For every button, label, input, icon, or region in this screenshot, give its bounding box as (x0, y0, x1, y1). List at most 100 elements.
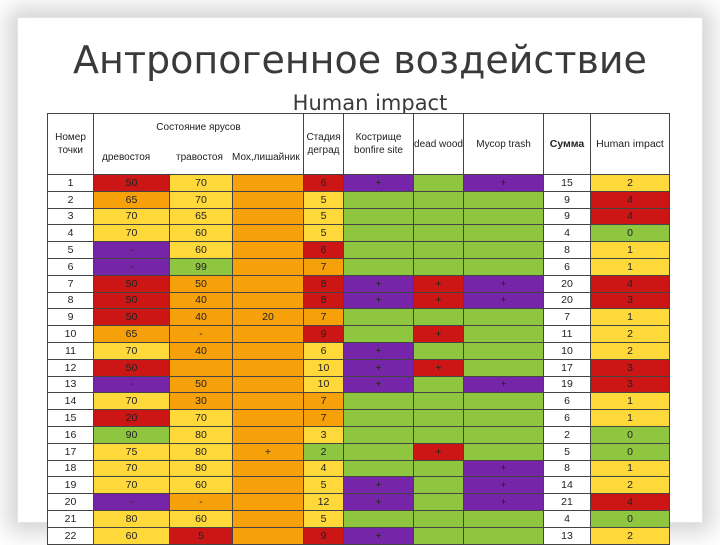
cell-bonfire: + (343, 526, 414, 545)
cell-trash: + (463, 274, 544, 293)
header-bonfire: Кострище bonfire site (343, 113, 414, 175)
cell-grass: 60 (169, 476, 233, 495)
cell-trash (463, 241, 544, 259)
cell-tree: 65 (93, 190, 170, 209)
cell-moss (232, 274, 304, 293)
cell-deadwood (413, 190, 464, 209)
cell-moss (232, 459, 304, 478)
cell-moss (232, 425, 304, 444)
cell-bonfire (343, 509, 414, 528)
cell-impact: 0 (590, 425, 670, 444)
cell-bonfire (343, 207, 414, 226)
cell-point-no: 20 (47, 493, 94, 511)
cell-sum: 10 (543, 341, 591, 360)
cell-sum: 6 (543, 257, 591, 276)
cell-stage: 8 (303, 274, 344, 293)
cell-moss (232, 190, 304, 209)
cell-moss (232, 526, 304, 545)
cell-tree: 50 (93, 291, 170, 310)
cell-tree: 50 (93, 358, 170, 377)
cell-deadwood (413, 174, 464, 192)
cell-tree: 70 (93, 341, 170, 360)
table-row: 22 60 5 9 +13 2 (47, 526, 670, 545)
cell-point-no: 12 (47, 358, 94, 377)
cell-moss (232, 291, 304, 310)
table-row: 19 70 60 5 + +14 2 (47, 476, 670, 495)
cell-deadwood: + (413, 442, 464, 461)
table-row: 3 70 65 5 9 4 (47, 207, 670, 226)
cell-point-no: 22 (47, 526, 94, 545)
header-layers-title: Состояние ярусов (156, 122, 241, 133)
table-row: 13-50 10 + +19 3 (47, 375, 670, 394)
cell-trash (463, 341, 544, 360)
cell-tree: 70 (93, 207, 170, 226)
cell-stage: 7 (303, 409, 344, 427)
cell-point-no: 10 (47, 325, 94, 343)
cell-deadwood (413, 493, 464, 511)
cell-sum: 20 (543, 274, 591, 293)
cell-bonfire (343, 257, 414, 276)
cell-sum: 17 (543, 358, 591, 377)
cell-sum: 14 (543, 476, 591, 495)
cell-point-no: 5 (47, 241, 94, 259)
cell-impact: 2 (590, 341, 670, 360)
cell-sum: 4 (543, 224, 591, 243)
cell-grass: 5 (169, 526, 233, 545)
cell-impact: 3 (590, 375, 670, 394)
cell-impact: 1 (590, 308, 670, 327)
table-row: 17 75 80 +2 +5 0 (47, 442, 670, 461)
cell-trash (463, 409, 544, 427)
cell-deadwood: + (413, 358, 464, 377)
cell-grass: 80 (169, 425, 233, 444)
cell-stage: 12 (303, 493, 344, 511)
cell-impact: 1 (590, 392, 670, 411)
cell-impact: 1 (590, 241, 670, 259)
cell-stage: 5 (303, 509, 344, 528)
cell-trash (463, 190, 544, 209)
cell-trash (463, 526, 544, 545)
cell-point-no: 1 (47, 174, 94, 192)
cell-grass: 60 (169, 509, 233, 528)
cell-stage: 6 (303, 174, 344, 192)
cell-bonfire: + (343, 274, 414, 293)
cell-grass: - (169, 493, 233, 511)
cell-trash: + (463, 174, 544, 192)
cell-moss (232, 257, 304, 276)
cell-grass: 40 (169, 291, 233, 310)
cell-stage: 5 (303, 476, 344, 495)
cell-impact: 4 (590, 190, 670, 209)
cell-tree: 65 (93, 325, 170, 343)
cell-bonfire: + (343, 493, 414, 511)
cell-grass: 80 (169, 459, 233, 478)
cell-impact: 3 (590, 291, 670, 310)
cell-sum: 8 (543, 241, 591, 259)
cell-impact: 2 (590, 526, 670, 545)
cell-bonfire: + (343, 375, 414, 394)
cell-deadwood (413, 308, 464, 327)
cell-moss (232, 224, 304, 243)
cell-moss: + (232, 442, 304, 461)
cell-grass: 65 (169, 207, 233, 226)
cell-bonfire: + (343, 476, 414, 495)
cell-trash: + (463, 375, 544, 394)
slide-title: Антропогенное воздействие (73, 38, 647, 82)
cell-moss (232, 509, 304, 528)
cell-moss (232, 392, 304, 411)
cell-moss (232, 174, 304, 192)
table-row: 2 65 70 5 9 4 (47, 190, 670, 209)
cell-sum: 19 (543, 375, 591, 394)
cell-point-no: 2 (47, 190, 94, 209)
cell-sum: 13 (543, 526, 591, 545)
cell-point-no: 3 (47, 207, 94, 226)
cell-grass: 70 (169, 409, 233, 427)
cell-moss (232, 241, 304, 259)
cell-moss (232, 341, 304, 360)
cell-point-no: 4 (47, 224, 94, 243)
cell-deadwood (413, 526, 464, 545)
cell-sum: 5 (543, 442, 591, 461)
cell-tree: 70 (93, 476, 170, 495)
table-row: 21 80 60 5 4 0 (47, 509, 670, 528)
cell-moss: 20 (232, 308, 304, 327)
cell-stage: 2 (303, 442, 344, 461)
table-row: 12 50 10 + +17 3 (47, 358, 670, 377)
